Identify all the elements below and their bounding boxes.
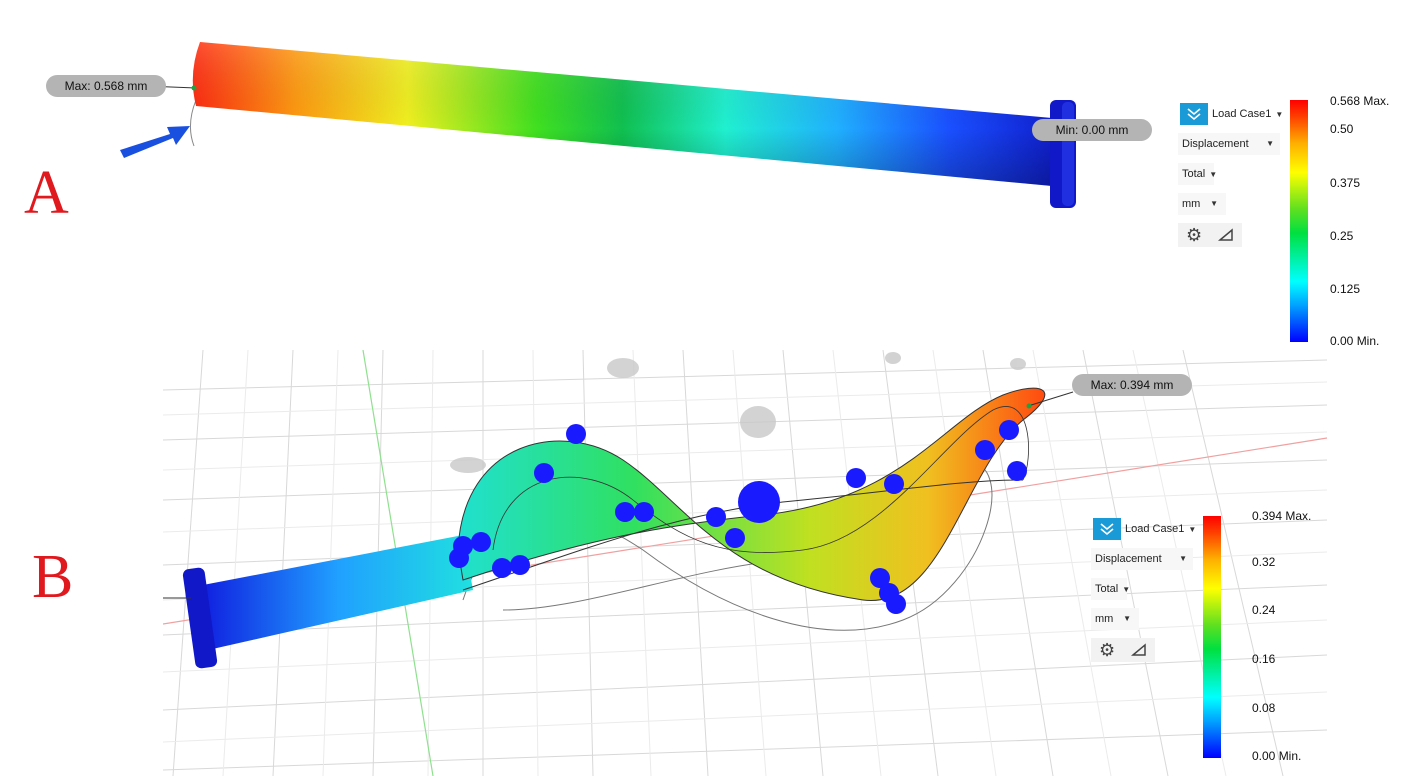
top-model-viewport[interactable] bbox=[0, 0, 1412, 340]
legend-tick: 0.08 bbox=[1252, 701, 1276, 715]
result-type-value: Displacement bbox=[1182, 138, 1249, 150]
legend-tick-min: 0.00 Min. bbox=[1252, 749, 1302, 763]
min-callout: Min: 0.00 mm bbox=[1032, 119, 1152, 141]
deformed-outline bbox=[190, 99, 197, 147]
legend-tick: 0.25 bbox=[1330, 229, 1354, 243]
ruler-triangle-icon[interactable] bbox=[1218, 228, 1234, 242]
legend-tick: 0.375 bbox=[1330, 176, 1361, 190]
legend-tick: 0.16 bbox=[1252, 652, 1276, 666]
result-type-dropdown[interactable]: Displacement ▼ bbox=[1178, 133, 1280, 155]
legend-tick-min: 0.00 Min. bbox=[1330, 334, 1380, 348]
legend-tick: 0.32 bbox=[1252, 555, 1276, 569]
caret-down-icon: ▼ bbox=[1210, 199, 1218, 208]
bottom-model-viewport[interactable] bbox=[163, 350, 1327, 776]
legend-ticks: 0.394 Max. 0.32 0.24 0.16 0.08 0.00 Min. bbox=[1252, 509, 1332, 763]
load-case-label: Load Case1 bbox=[1125, 523, 1185, 535]
component-value: Total bbox=[1182, 168, 1206, 180]
constraint-markers bbox=[449, 420, 1027, 614]
unit-dropdown[interactable]: mm ▼ bbox=[1178, 193, 1226, 215]
legend-tick: 0.50 bbox=[1330, 122, 1354, 136]
gear-icon[interactable]: ⚙ bbox=[1098, 639, 1116, 660]
legend-tick-max: 0.568 Max. bbox=[1330, 94, 1390, 108]
ruler-triangle-icon[interactable] bbox=[1131, 643, 1147, 657]
gear-icon[interactable]: ⚙ bbox=[1185, 224, 1203, 245]
caret-down-icon: ▼ bbox=[1123, 614, 1131, 623]
legend-tick: 0.24 bbox=[1252, 603, 1276, 617]
legend-tools: ⚙ bbox=[1178, 223, 1242, 247]
result-type-dropdown[interactable]: Displacement ▼ bbox=[1091, 548, 1193, 570]
component-value: Total bbox=[1095, 583, 1119, 595]
load-case-selector[interactable]: Load Case1 ▼ bbox=[1180, 103, 1283, 125]
legend-ticks: 0.568 Max. 0.50 0.375 0.25 0.125 0.00 Mi… bbox=[1330, 94, 1410, 348]
component-dropdown[interactable]: Total ▼ bbox=[1178, 163, 1218, 185]
unit-dropdown[interactable]: mm ▼ bbox=[1091, 608, 1139, 630]
panel-label-b: B bbox=[32, 543, 74, 611]
legend-tools: ⚙ bbox=[1091, 638, 1155, 662]
load-case-label: Load Case1 bbox=[1212, 108, 1272, 120]
max-callout: Max: 0.568 mm bbox=[46, 75, 166, 97]
max-callout: Max: 0.394 mm bbox=[1072, 374, 1192, 396]
caret-down-icon: ▼ bbox=[1179, 554, 1187, 563]
panel-label-a: A bbox=[24, 159, 69, 227]
pipe-body bbox=[203, 535, 473, 650]
component-dropdown[interactable]: Total ▼ bbox=[1091, 578, 1131, 600]
flange bbox=[182, 567, 218, 669]
check-chevron-icon bbox=[1180, 103, 1208, 125]
load-case-selector[interactable]: Load Case1 ▼ bbox=[1093, 518, 1196, 540]
color-legend-bar bbox=[1290, 100, 1308, 342]
arrow-indicator-icon bbox=[120, 126, 190, 158]
result-type-value: Displacement bbox=[1095, 553, 1162, 565]
color-legend-bar bbox=[1203, 516, 1221, 758]
unit-value: mm bbox=[1095, 613, 1114, 625]
caret-down-icon: ▼ bbox=[1188, 524, 1197, 534]
caret-down-icon: ▼ bbox=[1209, 170, 1218, 179]
unit-value: mm bbox=[1182, 198, 1201, 210]
caret-down-icon: ▼ bbox=[1122, 585, 1131, 594]
legend-tick: 0.125 bbox=[1330, 282, 1361, 296]
check-chevron-icon bbox=[1093, 518, 1121, 540]
caret-down-icon: ▼ bbox=[1266, 139, 1274, 148]
legend-tick-max: 0.394 Max. bbox=[1252, 509, 1312, 523]
caret-down-icon: ▼ bbox=[1275, 109, 1284, 119]
